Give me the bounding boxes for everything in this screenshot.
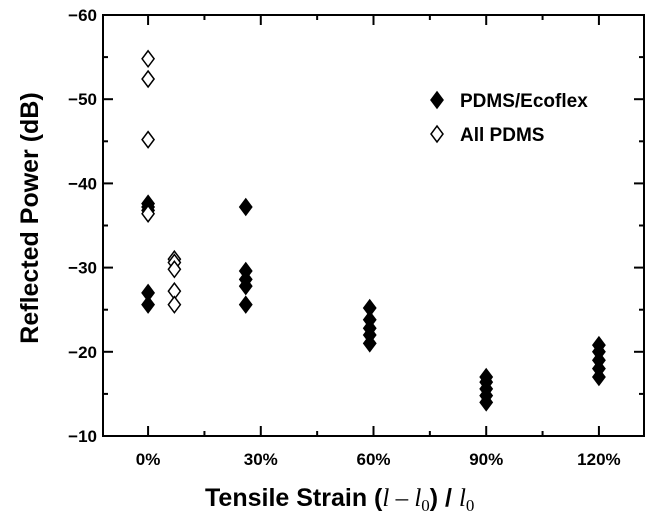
x-tick-label: 90%	[469, 450, 503, 469]
legend-marker-pdms-ecoflex	[430, 90, 444, 110]
x-axis-title-sub-0: 0	[421, 496, 430, 515]
x-tick-label: 60%	[356, 450, 390, 469]
x-tick-label: 30%	[244, 450, 278, 469]
data-point-all-pdms	[141, 204, 156, 223]
legend-label-all-pdms: All PDMS	[460, 125, 544, 146]
x-axis-ticks: 0% 30% 60% 90% 120%	[136, 15, 621, 469]
y-tick-label: −30	[68, 259, 97, 278]
y-axis-ticks: −60 −50 −40 −30 −20 −10	[68, 6, 644, 446]
data-point-pdms-ecoflex	[141, 295, 156, 314]
x-axis-title-var-l0: l	[414, 485, 421, 512]
data-point-pdms-ecoflex	[479, 393, 494, 412]
y-tick-label: −50	[68, 90, 97, 109]
x-axis-title-sub-0-denom: 0	[466, 496, 475, 515]
y-tick-label: −20	[68, 343, 97, 362]
x-axis-title-var-l: l	[382, 485, 389, 512]
data-point-all-pdms	[167, 295, 182, 314]
data-point-all-pdms	[167, 260, 182, 279]
x-tick-label: 120%	[577, 450, 620, 469]
data-point-pdms-ecoflex	[591, 367, 606, 387]
legend: PDMS/Ecoflex All PDMS	[430, 90, 588, 146]
data-point-pdms-ecoflex	[238, 276, 253, 296]
data-point-all-pdms	[141, 130, 156, 149]
data-point-pdms-ecoflex	[238, 197, 253, 217]
legend-label-pdms-ecoflex: PDMS/Ecoflex	[460, 91, 588, 112]
x-axis-title-minus: –	[389, 485, 414, 512]
y-tick-label: −60	[68, 6, 97, 25]
y-tick-label: −40	[68, 174, 97, 193]
x-tick-label: 0%	[136, 450, 161, 469]
data-point-all-pdms	[141, 49, 156, 69]
y-tick-label: −10	[68, 427, 97, 446]
y-axis-title: Reflected Power (dB)	[16, 92, 44, 343]
x-axis-title-var-l-denom: l	[459, 485, 466, 512]
x-axis-title: Tensile Strain (l – l0) / l0	[205, 484, 474, 515]
x-axis-title-part2: ) /	[430, 484, 459, 512]
plot-frame	[102, 14, 645, 437]
data-points	[141, 49, 606, 412]
data-point-pdms-ecoflex	[362, 334, 377, 353]
data-point-pdms-ecoflex	[238, 295, 253, 314]
legend-marker-all-pdms	[430, 124, 444, 144]
data-point-all-pdms	[141, 69, 156, 89]
x-axis-title-part1: Tensile Strain (	[205, 484, 383, 512]
